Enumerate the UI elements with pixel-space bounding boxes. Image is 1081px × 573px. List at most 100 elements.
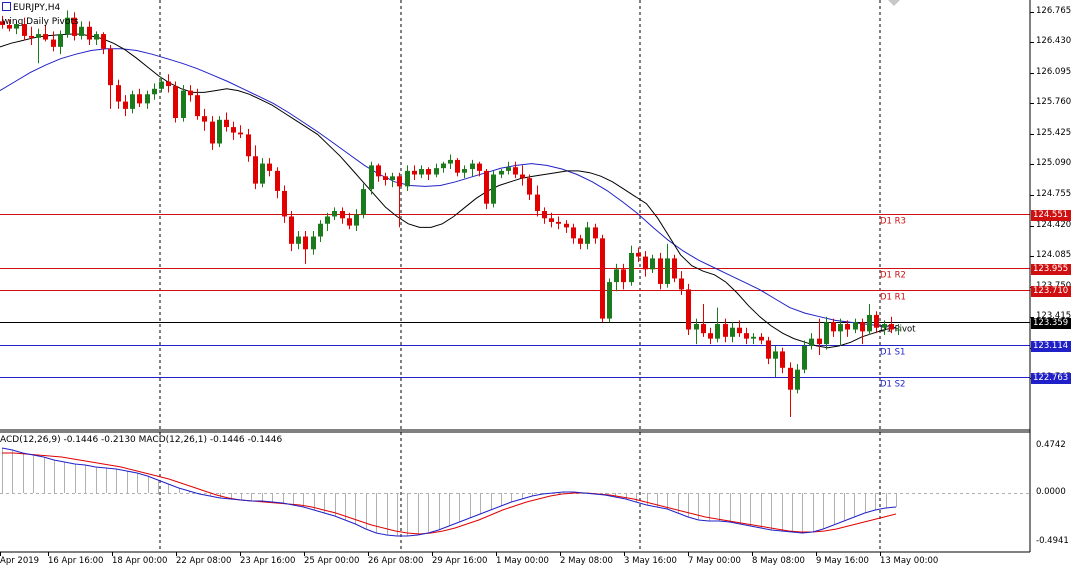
time-tick-label: 8 May 08:00 bbox=[752, 556, 805, 566]
candle-bearish bbox=[238, 132, 243, 135]
time-tick-label: 22 Apr 08:00 bbox=[176, 556, 232, 566]
price-tick-label: 124.085 bbox=[1036, 250, 1072, 260]
candle-bearish bbox=[347, 218, 352, 226]
candle-bearish bbox=[831, 322, 836, 332]
candle-bearish bbox=[477, 163, 482, 171]
candle-bearish bbox=[210, 121, 215, 144]
candle-bullish bbox=[896, 329, 901, 331]
candle-bearish bbox=[535, 194, 540, 211]
candle-bearish bbox=[860, 322, 865, 332]
candle-bearish bbox=[817, 338, 822, 345]
pivot-label: D1 R3 bbox=[880, 217, 906, 227]
candle-bearish bbox=[188, 90, 193, 96]
candle-bearish bbox=[549, 218, 554, 222]
candle-bullish bbox=[614, 269, 619, 283]
candle-bearish bbox=[0, 21, 5, 25]
macd-tick-label: 0.0000 bbox=[1036, 487, 1066, 497]
candle-bearish bbox=[766, 340, 771, 359]
candle-bearish bbox=[303, 236, 308, 250]
indicator-label: wing Daily Pivots bbox=[2, 17, 79, 27]
macd-tick-label: 0.4742 bbox=[1036, 440, 1066, 450]
time-tick-label: Apr 2019 bbox=[0, 556, 40, 566]
candle-bullish bbox=[14, 24, 19, 29]
macd-label: ACD(12,26,9) -0.1446 -0.2130 MACD(12,26,… bbox=[0, 435, 283, 445]
candle-bearish bbox=[282, 190, 287, 217]
candle-bearish bbox=[43, 34, 48, 40]
candle-bearish bbox=[780, 351, 785, 368]
candle-bearish bbox=[520, 174, 525, 179]
candle-bearish bbox=[759, 336, 764, 341]
candle-bearish bbox=[72, 17, 77, 36]
candle-bearish bbox=[484, 170, 489, 204]
candle-bullish bbox=[506, 167, 511, 171]
candle-bullish bbox=[325, 216, 330, 224]
macd-panel bbox=[0, 447, 1030, 537]
candle-bearish bbox=[621, 269, 626, 283]
price-tick-label: 125.760 bbox=[1036, 97, 1072, 107]
candle-bearish bbox=[202, 116, 207, 122]
pivot-price-tag: 123.955 bbox=[1031, 263, 1071, 275]
candle-bearish bbox=[686, 289, 691, 330]
candle-bearish bbox=[788, 367, 793, 390]
price-tick-label: 124.755 bbox=[1036, 189, 1072, 199]
candle-bullish bbox=[419, 169, 424, 175]
time-tick-label: 3 May 16:00 bbox=[624, 556, 677, 566]
candle-bearish bbox=[571, 227, 576, 239]
candle-bearish bbox=[267, 163, 272, 171]
ma-fast-line bbox=[0, 33, 897, 349]
candle-bearish bbox=[376, 165, 381, 177]
candle-bearish bbox=[397, 176, 402, 187]
candle-bullish bbox=[824, 322, 829, 345]
price-tick-label: 126.095 bbox=[1036, 67, 1072, 77]
candle-bearish bbox=[253, 156, 258, 184]
candle-bullish bbox=[145, 94, 150, 104]
candle-bearish bbox=[889, 324, 894, 330]
candle-bullish bbox=[629, 252, 634, 283]
candle-bearish bbox=[723, 324, 728, 337]
time-tick-label: 7 May 00:00 bbox=[688, 556, 741, 566]
pivot-label: D1 R1 bbox=[880, 293, 906, 303]
price-tick-label: 124.420 bbox=[1036, 220, 1072, 230]
candle-bullish bbox=[159, 81, 164, 89]
candle-bearish bbox=[426, 169, 431, 175]
candle-bullish bbox=[441, 163, 446, 169]
candle-bullish bbox=[882, 324, 887, 328]
candle-bearish bbox=[101, 34, 106, 49]
candle-bearish bbox=[412, 170, 417, 175]
candle-bullish bbox=[181, 90, 186, 118]
candle-bullish bbox=[694, 324, 699, 330]
candle-bearish bbox=[643, 256, 648, 270]
candle-bullish bbox=[665, 258, 670, 284]
time-tick-label: 29 Apr 16:00 bbox=[432, 556, 488, 566]
candle-bullish bbox=[795, 369, 800, 390]
candle-bearish bbox=[636, 252, 641, 257]
time-tick-label: 25 Apr 00:00 bbox=[304, 556, 360, 566]
candle-bearish bbox=[195, 95, 200, 117]
chart-window-icon bbox=[2, 2, 11, 11]
chart-shift-marker-icon[interactable] bbox=[888, 0, 900, 6]
candle-bearish bbox=[513, 167, 518, 175]
candle-bullish bbox=[58, 34, 63, 47]
time-tick-label: 18 Apr 00:00 bbox=[112, 556, 168, 566]
candle-bullish bbox=[434, 168, 439, 175]
candle-bearish bbox=[600, 238, 605, 319]
pivot-label: D1 S1 bbox=[880, 348, 905, 358]
time-tick-label: 13 May 00:00 bbox=[880, 556, 939, 566]
time-tick-label: 1 May 00:00 bbox=[496, 556, 549, 566]
price-tick-label: 126.430 bbox=[1036, 36, 1072, 46]
candle-bullish bbox=[838, 324, 843, 332]
pivot-price-tag: 123.359 bbox=[1031, 317, 1071, 329]
candle-bullish bbox=[332, 210, 337, 217]
candle-bearish bbox=[224, 119, 229, 128]
ma-slow-line bbox=[0, 48, 897, 329]
candle-bearish bbox=[51, 39, 56, 47]
candle-bearish bbox=[658, 258, 663, 284]
candle-bearish bbox=[137, 94, 142, 104]
candle-bullish bbox=[79, 26, 84, 36]
price-tick-label: 126.765 bbox=[1036, 6, 1072, 16]
candle-bullish bbox=[491, 174, 496, 204]
candle-bearish bbox=[556, 221, 561, 224]
time-tick-label: 9 May 16:00 bbox=[816, 556, 869, 566]
candle-bullish bbox=[296, 236, 301, 244]
